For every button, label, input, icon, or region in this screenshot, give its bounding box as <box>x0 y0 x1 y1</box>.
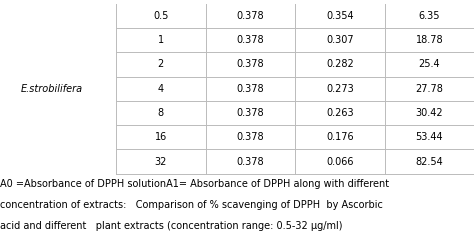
Text: concentration of extracts:   Comparison of % scavenging of DPPH  by Ascorbic: concentration of extracts: Comparison of… <box>0 200 383 210</box>
Text: 25.4: 25.4 <box>419 60 440 70</box>
Text: 0.378: 0.378 <box>237 60 264 70</box>
Text: 0.066: 0.066 <box>326 156 354 166</box>
Text: 0.378: 0.378 <box>237 156 264 166</box>
Text: 0.263: 0.263 <box>326 108 354 118</box>
Text: 16: 16 <box>155 132 167 142</box>
Text: 0.378: 0.378 <box>237 11 264 21</box>
Text: 30.42: 30.42 <box>415 108 443 118</box>
Text: 82.54: 82.54 <box>415 156 443 166</box>
Text: 27.78: 27.78 <box>415 84 443 94</box>
Text: 32: 32 <box>155 156 167 166</box>
Text: A0 =Absorbance of DPPH solutionA1= Absorbance of DPPH along with different: A0 =Absorbance of DPPH solutionA1= Absor… <box>0 179 389 189</box>
Text: 0.378: 0.378 <box>237 132 264 142</box>
Text: 8: 8 <box>158 108 164 118</box>
Text: 0.176: 0.176 <box>326 132 354 142</box>
Text: 0.307: 0.307 <box>326 35 354 45</box>
Text: 4: 4 <box>158 84 164 94</box>
Text: 0.5: 0.5 <box>153 11 169 21</box>
Text: E.strobilifera: E.strobilifera <box>21 84 83 94</box>
Text: 1: 1 <box>158 35 164 45</box>
Text: 0.378: 0.378 <box>237 108 264 118</box>
Text: 53.44: 53.44 <box>415 132 443 142</box>
Text: 0.354: 0.354 <box>326 11 354 21</box>
Text: 18.78: 18.78 <box>415 35 443 45</box>
Text: 0.378: 0.378 <box>237 84 264 94</box>
Text: 0.282: 0.282 <box>326 60 354 70</box>
Text: 0.378: 0.378 <box>237 35 264 45</box>
Text: 6.35: 6.35 <box>419 11 440 21</box>
Text: 0.273: 0.273 <box>326 84 354 94</box>
Text: 2: 2 <box>158 60 164 70</box>
Text: acid and different   plant extracts (concentration range: 0.5-32 μg/ml): acid and different plant extracts (conce… <box>0 221 343 231</box>
